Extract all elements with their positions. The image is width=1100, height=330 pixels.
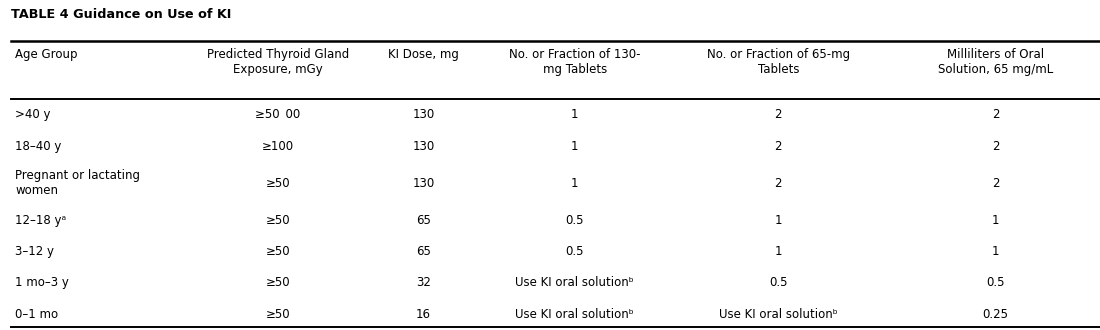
- Text: 18–40 y: 18–40 y: [15, 140, 62, 152]
- Text: >40 y: >40 y: [15, 108, 51, 121]
- Text: 12–18 yᵃ: 12–18 yᵃ: [15, 214, 66, 227]
- Text: ≥50: ≥50: [265, 308, 290, 321]
- Text: No. or Fraction of 130-
mg Tablets: No. or Fraction of 130- mg Tablets: [509, 48, 640, 76]
- Text: 1: 1: [571, 108, 579, 121]
- Text: 130: 130: [412, 108, 434, 121]
- Text: 0.5: 0.5: [987, 277, 1004, 289]
- Text: No. or Fraction of 65-mg
Tablets: No. or Fraction of 65-mg Tablets: [706, 48, 850, 76]
- Text: 1: 1: [571, 177, 579, 190]
- Text: Age Group: Age Group: [15, 48, 78, 61]
- Text: ≥50: ≥50: [265, 277, 290, 289]
- Text: 1: 1: [992, 214, 999, 227]
- Text: Use KI oral solutionᵇ: Use KI oral solutionᵇ: [719, 308, 837, 321]
- Text: 0–1 mo: 0–1 mo: [15, 308, 58, 321]
- Text: 65: 65: [416, 245, 431, 258]
- Text: 2: 2: [774, 140, 782, 152]
- Text: 2: 2: [992, 108, 999, 121]
- Text: 2: 2: [774, 177, 782, 190]
- Text: Milliliters of Oral
Solution, 65 mg/mL: Milliliters of Oral Solution, 65 mg/mL: [938, 48, 1053, 76]
- Text: Use KI oral solutionᵇ: Use KI oral solutionᵇ: [516, 277, 634, 289]
- Text: TABLE 4 Guidance on Use of KI: TABLE 4 Guidance on Use of KI: [11, 8, 231, 21]
- Text: ≥100: ≥100: [262, 140, 294, 152]
- Text: 130: 130: [412, 177, 434, 190]
- Text: 2: 2: [992, 177, 999, 190]
- Text: 3–12 y: 3–12 y: [15, 245, 54, 258]
- Text: 0.5: 0.5: [769, 277, 788, 289]
- Text: 1: 1: [992, 245, 999, 258]
- Text: 2: 2: [992, 140, 999, 152]
- Text: 130: 130: [412, 140, 434, 152]
- Text: 1: 1: [571, 140, 579, 152]
- Text: ≥50: ≥50: [265, 214, 290, 227]
- Text: 32: 32: [416, 277, 431, 289]
- Text: 0.25: 0.25: [982, 308, 1009, 321]
- Text: ≥50: ≥50: [265, 245, 290, 258]
- Text: 16: 16: [416, 308, 431, 321]
- Text: 1 mo–3 y: 1 mo–3 y: [15, 277, 69, 289]
- Text: 0.5: 0.5: [565, 214, 584, 227]
- Text: Use KI oral solutionᵇ: Use KI oral solutionᵇ: [516, 308, 634, 321]
- Text: 1: 1: [774, 245, 782, 258]
- Text: 1: 1: [774, 214, 782, 227]
- Text: Pregnant or lactating
women: Pregnant or lactating women: [15, 169, 141, 197]
- Text: KI Dose, mg: KI Dose, mg: [388, 48, 459, 61]
- Text: 2: 2: [774, 108, 782, 121]
- Text: 65: 65: [416, 214, 431, 227]
- Text: 0.5: 0.5: [565, 245, 584, 258]
- Text: ≥50 00: ≥50 00: [255, 108, 300, 121]
- Text: Predicted Thyroid Gland
Exposure, mGy: Predicted Thyroid Gland Exposure, mGy: [207, 48, 349, 76]
- Text: ≥50: ≥50: [265, 177, 290, 190]
